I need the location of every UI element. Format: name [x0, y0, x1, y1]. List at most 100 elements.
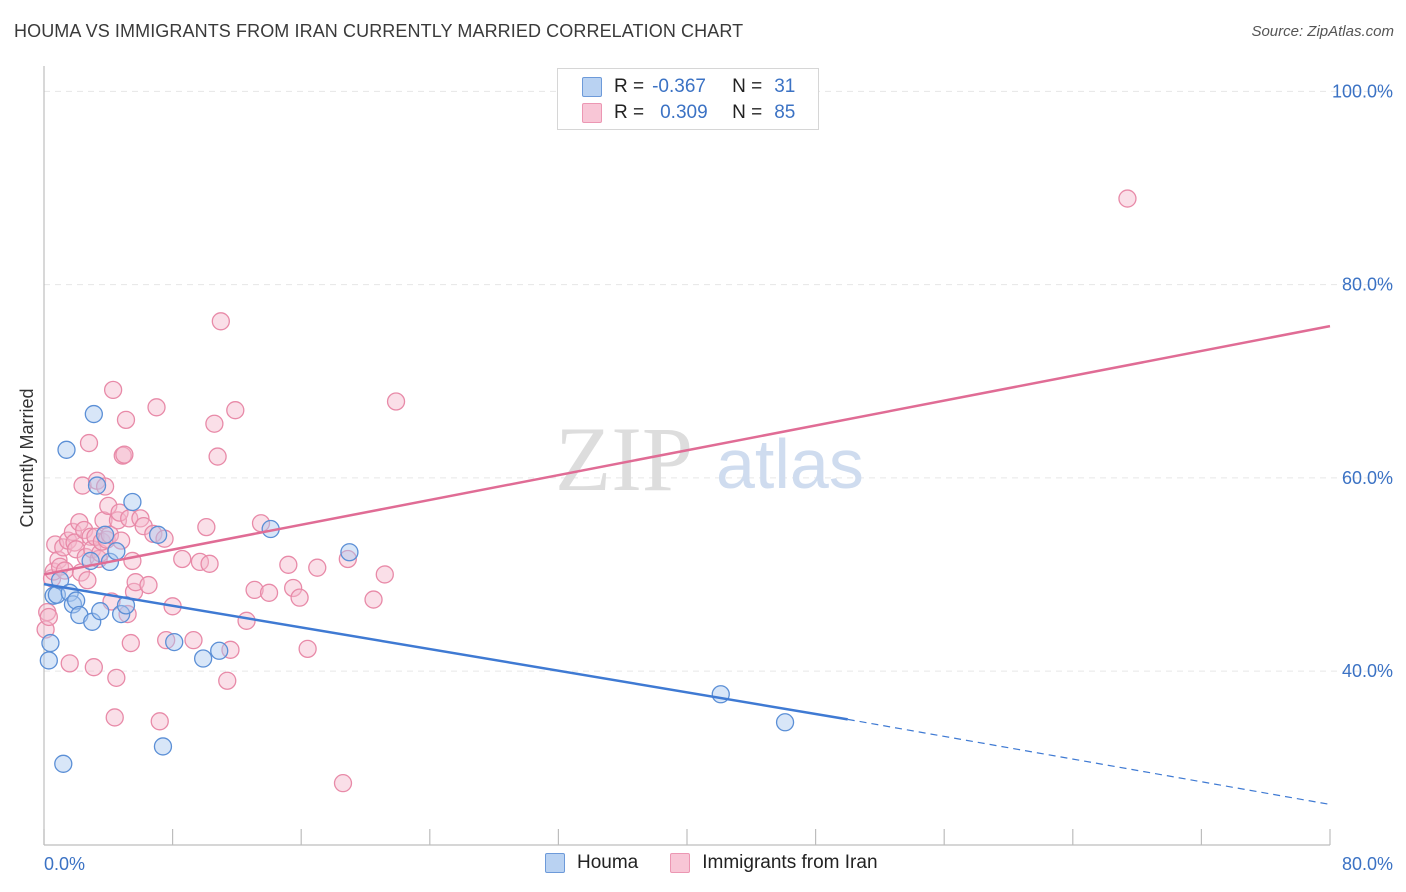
iran-point: [197, 517, 216, 537]
houma-point: [775, 713, 795, 732]
houma-point: [165, 632, 184, 652]
iran-point: [75, 520, 94, 540]
iran-point: [279, 555, 298, 574]
iran-point: [116, 410, 136, 430]
watermark-zip: ZIP: [555, 408, 693, 510]
houma-point: [39, 651, 58, 670]
houma-point: [340, 543, 359, 562]
iran-point: [298, 639, 317, 659]
houma-swatch: [545, 853, 565, 873]
houma-point: [107, 542, 126, 561]
chart-title: HOUMA VS IMMIGRANTS FROM IRAN CURRENTLY …: [14, 21, 744, 41]
houma-swatch: [582, 77, 602, 97]
iran-point: [226, 401, 245, 420]
y-tick-label: 40.0%: [1342, 661, 1393, 681]
houma-point: [153, 737, 173, 756]
iran-point: [60, 654, 79, 673]
iran-trend-line: [43, 324, 1331, 576]
iran-point: [237, 611, 256, 630]
iran-point: [100, 525, 120, 544]
axes: [43, 66, 1331, 846]
legend-n-value: 31: [774, 76, 796, 97]
iran-point: [308, 558, 327, 577]
iran-point: [333, 774, 353, 793]
iran-point: [386, 392, 406, 411]
iran-point: [200, 554, 219, 573]
source-credit: Source: ZipAtlas.com: [1251, 23, 1394, 40]
houma-point: [123, 492, 142, 512]
iran-point: [67, 540, 86, 559]
legend-n-value: 85: [774, 102, 796, 123]
legend-r-label: R =: [614, 102, 645, 123]
houma-point: [84, 404, 103, 424]
y-tick-label: 60.0%: [1342, 468, 1393, 488]
iran-point: [107, 668, 126, 687]
iran-point: [84, 658, 103, 677]
houma-point: [57, 440, 76, 459]
x-tick-label: 0.0%: [44, 854, 85, 874]
legend-item-houma: Houma: [545, 852, 638, 874]
legend-item-label: Immigrants from Iran: [702, 852, 878, 873]
houma-point: [95, 525, 115, 544]
watermark-atlas: atlas: [716, 425, 864, 503]
houma-point: [87, 476, 107, 495]
legend-row-houma: R = -0.367 N = 31: [582, 75, 795, 99]
houma-point: [91, 602, 110, 621]
iran-point: [375, 565, 394, 584]
iran-point: [73, 476, 92, 495]
legend-r-value: 0.309: [660, 102, 708, 123]
iran-point: [112, 531, 131, 550]
houma-point: [67, 591, 86, 610]
iran-point: [205, 414, 224, 433]
houma-trend-line: [43, 582, 848, 721]
iran-point: [139, 575, 158, 595]
iran-point: [290, 588, 309, 607]
iran-point: [105, 708, 124, 727]
legend-n-label: N =: [732, 76, 763, 97]
legend-row-iran: R = 0.309 N = 85: [582, 101, 795, 125]
legend-n-label: N =: [732, 102, 763, 123]
iran-point: [121, 633, 140, 653]
iran-point: [65, 533, 84, 552]
iran-point: [259, 583, 279, 602]
x-tick-label: 80.0%: [1342, 854, 1393, 874]
iran-point: [208, 447, 227, 466]
iran-point: [184, 631, 203, 650]
legend-r-value: -0.367: [652, 76, 706, 97]
iran-swatch: [670, 853, 691, 873]
legend-item-label: Houma: [577, 852, 639, 873]
series-legend: Houma Immigrants from Iran: [545, 852, 910, 874]
iran-point: [364, 590, 383, 609]
iran-point: [113, 446, 132, 465]
iran-point: [115, 445, 134, 464]
iran-point: [173, 549, 192, 569]
axis-labels: 40.0% 60.0% 80.0% 100.0% 0.0% 80.0% Currently …: [17, 81, 1393, 874]
houma-point: [41, 633, 60, 653]
iran-point: [245, 580, 264, 600]
iran-point: [150, 712, 169, 731]
houma-trend-extension: [847, 718, 1331, 806]
houma-point: [210, 641, 229, 660]
iran-point: [338, 549, 357, 569]
houma-point: [148, 525, 168, 544]
y-tick-label: 80.0%: [1342, 275, 1393, 295]
iran-swatch: [582, 103, 602, 123]
legend-r-label: R =: [614, 76, 645, 97]
iran-point: [134, 516, 153, 536]
iran-point: [39, 607, 58, 627]
trend-lines: [43, 324, 1331, 806]
y-axis-title: Currently Married: [17, 388, 37, 527]
iran-point: [99, 496, 118, 515]
iran-point: [103, 380, 123, 400]
y-tick-label: 100.0%: [1332, 81, 1393, 101]
houma-point: [112, 604, 131, 624]
houma-point: [54, 754, 73, 773]
grid-lines: [44, 90, 1392, 672]
watermark: ZIP atlas: [555, 408, 864, 510]
iran-point: [78, 571, 97, 590]
iran-point: [1118, 189, 1137, 208]
iran-point: [284, 578, 303, 598]
iran-point: [218, 671, 237, 690]
iran-point: [211, 312, 230, 331]
